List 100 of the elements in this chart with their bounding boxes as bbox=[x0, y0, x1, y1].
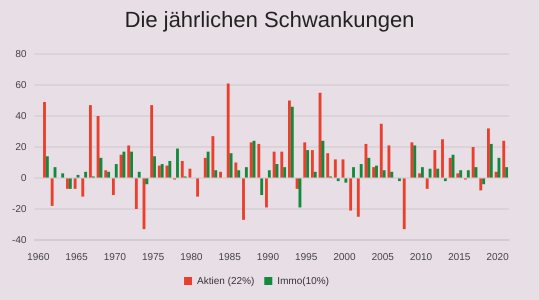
bar bbox=[145, 178, 148, 184]
bar bbox=[176, 148, 179, 178]
y-tick-label: -40 bbox=[12, 234, 27, 246]
bar bbox=[244, 167, 248, 178]
bar bbox=[66, 178, 69, 189]
x-tick-label: 1995 bbox=[295, 252, 318, 263]
bar bbox=[298, 178, 302, 208]
bar bbox=[334, 159, 337, 178]
x-tick-label: 1960 bbox=[27, 252, 50, 263]
bar bbox=[242, 178, 245, 220]
bar bbox=[452, 154, 454, 178]
bar bbox=[344, 178, 348, 183]
bar bbox=[433, 150, 436, 178]
bar bbox=[482, 178, 486, 184]
bar bbox=[134, 178, 138, 209]
bar bbox=[318, 92, 322, 178]
y-tick-label: 0 bbox=[20, 172, 27, 184]
y-tick-label: 40 bbox=[15, 110, 27, 122]
bar bbox=[387, 145, 390, 178]
bar bbox=[360, 164, 363, 178]
x-tick-label: 2005 bbox=[372, 252, 394, 263]
bar bbox=[352, 167, 355, 178]
bar bbox=[107, 172, 110, 178]
bar bbox=[375, 166, 378, 178]
bar bbox=[367, 158, 370, 178]
bar bbox=[372, 167, 376, 178]
x-tick-label: 2015 bbox=[448, 252, 471, 263]
bar bbox=[68, 178, 72, 189]
bar bbox=[265, 178, 268, 208]
chart-title: Die jährlichen Schwankungen bbox=[124, 6, 416, 34]
x-tick-label: 1985 bbox=[218, 252, 242, 263]
bar bbox=[54, 167, 56, 178]
bar bbox=[466, 170, 470, 178]
bar bbox=[130, 152, 133, 178]
x-tick-label: 1975 bbox=[142, 252, 165, 263]
y-tick-label: 80 bbox=[15, 48, 27, 60]
bar bbox=[76, 174, 80, 178]
bar bbox=[96, 116, 100, 178]
bar bbox=[260, 178, 264, 196]
bar bbox=[196, 178, 200, 197]
bar bbox=[43, 102, 46, 178]
bar bbox=[428, 168, 432, 178]
bar bbox=[410, 142, 414, 178]
bar bbox=[472, 147, 475, 178]
bar bbox=[276, 164, 278, 178]
bar bbox=[150, 105, 154, 178]
bar bbox=[349, 178, 352, 211]
x-tick-label: 1980 bbox=[180, 252, 203, 263]
bar bbox=[283, 167, 286, 178]
bar bbox=[74, 178, 77, 189]
bar bbox=[494, 172, 498, 178]
bar bbox=[272, 152, 276, 178]
x-tick-label: 2000 bbox=[333, 252, 356, 263]
bar bbox=[153, 156, 156, 178]
bar bbox=[441, 139, 444, 178]
bar bbox=[474, 167, 478, 178]
x-tick-label: 1970 bbox=[104, 252, 126, 263]
bar bbox=[459, 170, 462, 178]
bar bbox=[444, 178, 447, 182]
bar bbox=[364, 144, 368, 178]
bar bbox=[166, 166, 168, 178]
bar bbox=[288, 100, 291, 178]
bar bbox=[46, 156, 49, 178]
x-tick-label: 2020 bbox=[486, 252, 510, 263]
bar bbox=[321, 140, 324, 178]
bar bbox=[88, 105, 92, 178]
bar bbox=[420, 167, 424, 178]
y-tick-label: -20 bbox=[12, 204, 27, 215]
bar bbox=[306, 150, 310, 178]
bar bbox=[310, 150, 314, 178]
bar bbox=[448, 158, 452, 178]
x-tick-label: 2010 bbox=[410, 252, 433, 263]
x-tick-label: 1990 bbox=[256, 252, 280, 263]
x-tick-label: 1965 bbox=[65, 252, 88, 263]
bar bbox=[84, 172, 88, 178]
bar bbox=[498, 158, 500, 178]
bar bbox=[142, 178, 146, 230]
bar bbox=[168, 160, 172, 178]
bar bbox=[206, 152, 210, 178]
bar bbox=[100, 158, 102, 178]
bar bbox=[382, 170, 386, 178]
bar bbox=[268, 170, 271, 178]
bar bbox=[234, 162, 238, 178]
bar bbox=[250, 142, 253, 178]
bar bbox=[230, 153, 232, 178]
bar bbox=[505, 167, 508, 178]
bar bbox=[50, 178, 54, 206]
bar bbox=[188, 168, 192, 178]
legend-label: Immo(10%) bbox=[277, 276, 329, 287]
bar bbox=[486, 128, 490, 178]
bar bbox=[211, 136, 214, 178]
bar bbox=[120, 154, 122, 178]
bar bbox=[160, 164, 164, 178]
bar bbox=[219, 172, 222, 178]
bar bbox=[296, 178, 299, 189]
legend-label: Aktien (22%) bbox=[197, 276, 254, 287]
y-tick-label: 20 bbox=[15, 142, 27, 153]
bar bbox=[252, 140, 256, 178]
bar bbox=[342, 159, 344, 178]
y-tick-label: 60 bbox=[15, 80, 27, 91]
